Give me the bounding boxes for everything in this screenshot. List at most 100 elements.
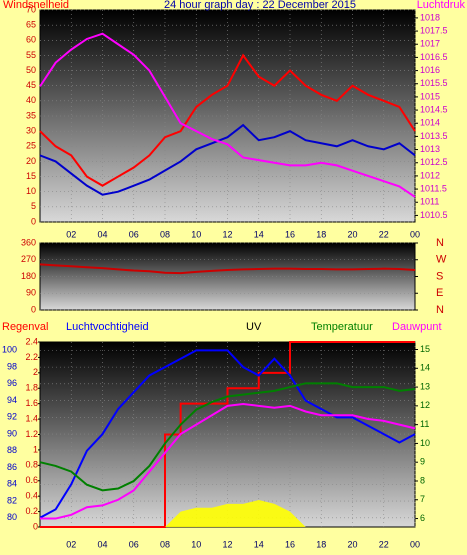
series-line [39, 123, 416, 196]
series-line [40, 402, 416, 520]
x-tick-label: 12 [222, 229, 232, 239]
y-tick-label: 270 [21, 254, 36, 264]
legend-label: Temperatuur [311, 321, 373, 333]
x-tick-label: 00 [410, 229, 420, 239]
y3-tick-label: 1.6 [25, 398, 38, 408]
y-tick-label: 40 [26, 95, 36, 105]
y2-tick-label: 1014 [420, 118, 440, 128]
y2-tick-label: 14 [420, 363, 430, 373]
y2-tick-label: 1015 [420, 91, 440, 101]
y2-tick-label: N [436, 304, 444, 316]
y-tick-label: 65 [26, 20, 36, 30]
y3-tick-label: 1.8 [25, 383, 38, 393]
y2-tick-label: 8 [420, 475, 425, 485]
x-tick-label: 04 [97, 539, 107, 549]
series-line [39, 263, 416, 275]
y2-tick-label: S [436, 270, 443, 282]
x-tick-label: 22 [379, 229, 389, 239]
x-tick-label: 20 [347, 229, 357, 239]
x-tick-label: 16 [285, 229, 295, 239]
y2-tick-label: 1013.5 [420, 131, 448, 141]
x-tick-label: 02 [66, 229, 76, 239]
x-tick-label: 06 [129, 229, 139, 239]
y2-tick-label: 11 [420, 419, 429, 429]
y2-tick-label: 15 [420, 344, 430, 354]
y3-tick-label: 0 [33, 521, 38, 531]
y3-tick-label: 1 [33, 444, 38, 454]
y2-tick-label: 1015.5 [420, 78, 448, 88]
y-tick-label: 90 [26, 288, 36, 298]
y3-tick-label: 0.8 [25, 460, 38, 470]
legend-label: Windsnelheid [3, 0, 69, 11]
y-tick-label: 92 [7, 412, 17, 422]
legend-label: UV [246, 321, 262, 333]
x-tick-label: 08 [160, 539, 170, 549]
y2-tick-label: 9 [420, 457, 425, 467]
y-tick-label: 90 [7, 428, 17, 438]
legend-label: Dauwpunt [392, 321, 442, 333]
y-tick-label: 94 [7, 395, 17, 405]
y-tick-label: 180 [21, 271, 36, 281]
x-tick-label: 08 [160, 229, 170, 239]
y-tick-label: 360 [21, 237, 36, 247]
y2-tick-label: 1011 [420, 197, 439, 207]
x-tick-label: 10 [191, 539, 201, 549]
x-tick-label: 14 [254, 229, 264, 239]
y2-tick-label: W [436, 254, 447, 266]
y-tick-label: 35 [26, 110, 36, 120]
x-tick-label: 12 [222, 539, 232, 549]
y-tick-label: 20 [26, 156, 36, 166]
y3-tick-label: 1.2 [25, 429, 38, 439]
x-tick-label: 14 [254, 539, 264, 549]
series-line [39, 349, 416, 519]
chart-title: 24 hour graph day : 22 December 2015 [164, 0, 356, 11]
y-tick-label: 60 [26, 35, 36, 45]
y2-tick-label: 1012 [420, 170, 440, 180]
y-tick-label: 30 [26, 126, 36, 136]
y-tick-label: 50 [26, 65, 36, 75]
y2-tick-label: 12 [420, 400, 430, 410]
y2-tick-label: 7 [420, 494, 425, 504]
legend-label: Regenval [2, 321, 48, 333]
y2-tick-label: 1012.5 [420, 157, 448, 167]
y2-tick-label: 1017.5 [420, 25, 448, 35]
y2-tick-label: 1014.5 [420, 104, 448, 114]
y2-tick-label: 13 [420, 381, 430, 391]
y3-tick-label: 2.2 [25, 352, 38, 362]
x-tick-label: 16 [285, 539, 295, 549]
x-tick-label: 10 [191, 229, 201, 239]
y-tick-label: 55 [26, 50, 36, 60]
y2-tick-label: N [436, 237, 444, 249]
y2-tick-label: 1016.5 [420, 52, 448, 62]
y2-tick-label: 10 [420, 438, 430, 448]
y-tick-label: 15 [26, 171, 36, 181]
legend-label: Luchtvochtigheid [66, 321, 149, 333]
y-tick-label: 70 [26, 4, 36, 14]
y2-tick-label: 1016 [420, 65, 440, 75]
area [40, 500, 415, 527]
x-tick-label: 06 [129, 539, 139, 549]
y3-tick-label: 0.6 [25, 475, 38, 485]
y2-tick-label: 1011.5 [420, 183, 447, 193]
y3-tick-label: 2 [33, 367, 38, 377]
y-tick-label: 10 [26, 186, 36, 196]
y-tick-label: 0 [31, 216, 36, 226]
y-tick-label: 98 [7, 361, 17, 371]
y2-tick-label: E [436, 287, 443, 299]
y-tick-label: 25 [26, 141, 36, 151]
x-tick-label: 20 [347, 539, 357, 549]
y2-tick-label: 6 [420, 513, 425, 523]
y2-tick-label: 1013 [420, 144, 440, 154]
series-line [39, 382, 416, 492]
x-tick-label: 18 [316, 229, 326, 239]
y3-tick-label: 1.4 [25, 413, 38, 423]
y-tick-label: 100 [2, 345, 17, 355]
series-line [39, 32, 416, 198]
y-tick-label: 86 [7, 462, 17, 472]
series-line [39, 53, 416, 187]
x-tick-label: 02 [66, 539, 76, 549]
y-tick-label: 0 [31, 304, 36, 314]
y-tick-label: 96 [7, 378, 17, 388]
y3-tick-label: 2.4 [25, 336, 38, 346]
y-tick-label: 82 [7, 495, 17, 505]
